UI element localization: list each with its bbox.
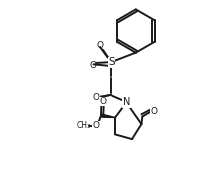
- Text: CH₃: CH₃: [77, 121, 91, 130]
- Text: O: O: [150, 107, 157, 116]
- Text: O: O: [89, 61, 96, 70]
- Text: S: S: [108, 57, 115, 67]
- Text: O: O: [93, 121, 100, 130]
- Text: N: N: [123, 97, 130, 108]
- Polygon shape: [102, 114, 115, 118]
- Text: O: O: [99, 97, 106, 106]
- Text: O: O: [97, 41, 104, 50]
- Text: O: O: [93, 93, 100, 102]
